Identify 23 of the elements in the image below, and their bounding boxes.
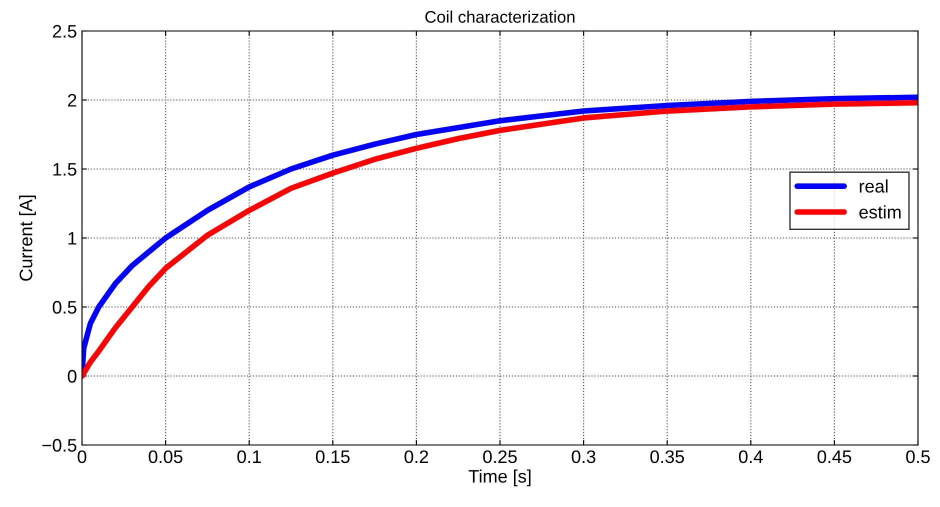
x-tick-label: 0.25: [483, 450, 517, 464]
y-tick-label: 0: [68, 370, 76, 383]
x-tick-label: 0.5: [906, 450, 930, 464]
y-tick-label: 2.5: [52, 24, 76, 38]
x-tick-label: 0.35: [650, 450, 684, 464]
legend-label: estim: [859, 205, 901, 219]
x-tick-label: 0.4: [738, 450, 763, 464]
x-tick-label: 0.45: [818, 450, 852, 464]
y-tick-label: 1: [68, 232, 76, 245]
x-tick-label: 0.2: [404, 450, 428, 464]
y-axis-title: Current [A]: [19, 196, 36, 281]
y-tick-label: 0.5: [52, 300, 76, 314]
y-tick-label: −0.5: [42, 438, 76, 452]
chart-title: Coil characterization: [425, 10, 574, 23]
x-axis-title: Time [s]: [468, 469, 530, 486]
x-tick-label: 0.1: [237, 450, 261, 464]
y-tick-label: 1.5: [53, 163, 76, 176]
x-tick-label: 0.15: [316, 450, 350, 464]
x-tick-label: 0.05: [148, 450, 182, 464]
legend-label: real: [860, 179, 888, 193]
x-tick-label: 0: [78, 450, 86, 464]
x-tick-label: 0.3: [572, 450, 596, 464]
y-tick-label: 2: [68, 94, 76, 107]
